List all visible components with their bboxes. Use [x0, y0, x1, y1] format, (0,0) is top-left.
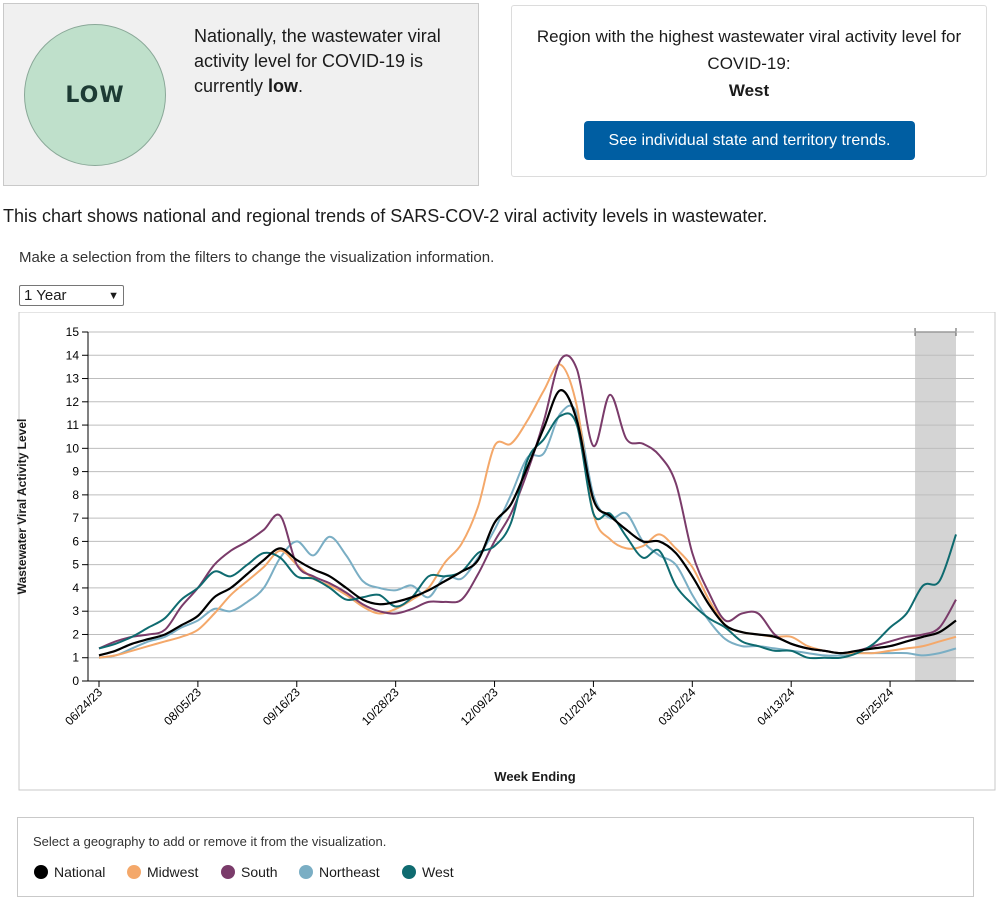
series-line-midwest — [98, 363, 957, 659]
level-badge: LOW — [24, 24, 166, 166]
provisional-band — [915, 332, 956, 681]
national-text-prefix: Nationally, the wastewater viral activit… — [194, 26, 441, 96]
legend-label: South — [241, 864, 278, 880]
x-axis-title: Week Ending — [494, 769, 575, 784]
y-tick-label: 7 — [72, 511, 79, 525]
legend-label: National — [54, 864, 106, 880]
legend-label: Northeast — [319, 864, 380, 880]
legend-items: National Midwest South Northeast West — [34, 864, 472, 880]
chevron-down-icon: ▼ — [108, 289, 119, 302]
legend-item-national[interactable]: National — [34, 864, 127, 880]
y-tick-label: 10 — [66, 441, 80, 455]
x-tick-label: 08/05/23 — [161, 685, 204, 728]
series-line-national — [98, 389, 957, 657]
legend-swatch — [127, 865, 141, 879]
chart-intro: This chart shows national and regional t… — [3, 206, 768, 226]
national-level-value: low — [268, 76, 299, 96]
legend-swatch — [402, 865, 416, 879]
time-range-value: 1 Year — [24, 287, 67, 304]
filter-instructions: Make a selection from the filters to cha… — [19, 249, 495, 266]
y-tick-label: 13 — [66, 372, 80, 386]
x-tick-label: 10/28/23 — [359, 685, 402, 728]
legend-hint: Select a geography to add or remove it f… — [33, 834, 387, 849]
state-trends-button[interactable]: See individual state and territory trend… — [584, 121, 915, 160]
x-tick-label: 01/20/24 — [557, 685, 600, 728]
y-tick-label: 14 — [66, 348, 80, 362]
legend-swatch — [221, 865, 235, 879]
y-tick-label: 12 — [66, 395, 80, 409]
series-line-northeast — [98, 404, 957, 659]
legend-swatch — [299, 865, 313, 879]
y-tick-label: 11 — [67, 418, 80, 432]
legend-label: Midwest — [147, 864, 199, 880]
x-tick-label: 09/16/23 — [260, 685, 303, 728]
legend-item-midwest[interactable]: Midwest — [127, 864, 221, 880]
x-tick-label: 04/13/24 — [754, 685, 797, 728]
y-tick-label: 6 — [72, 534, 79, 548]
national-text-suffix: . — [298, 76, 304, 96]
region-heading: Region with the highest wastewater viral… — [536, 27, 962, 73]
legend-item-south[interactable]: South — [221, 864, 299, 880]
legend-panel: Select a geography to add or remove it f… — [17, 817, 974, 897]
y-tick-label: 2 — [72, 627, 79, 641]
x-tick-label: 03/02/24 — [655, 685, 698, 728]
x-tick-label: 05/25/24 — [853, 685, 896, 728]
legend-swatch — [34, 865, 48, 879]
y-tick-label: 0 — [72, 674, 79, 688]
y-tick-label: 8 — [72, 488, 79, 502]
y-tick-label: 3 — [72, 604, 79, 618]
y-tick-label: 4 — [72, 581, 79, 595]
y-tick-label: 1 — [72, 651, 79, 665]
y-axis-title: Wastewater Viral Activity Level — [15, 419, 29, 595]
chart-frame — [18, 312, 996, 791]
series-line-west — [98, 412, 957, 660]
legend-label: West — [422, 864, 454, 880]
y-tick-label: 5 — [72, 558, 79, 572]
region-name: West — [728, 81, 770, 100]
legend-item-northeast[interactable]: Northeast — [299, 864, 402, 880]
time-range-select[interactable]: 1 Year ▼ — [19, 285, 124, 306]
y-tick-label: 15 — [66, 325, 80, 339]
national-level-card: LOW Nationally, the wastewater viral act… — [3, 3, 479, 186]
highest-region-card: Region with the highest wastewater viral… — [511, 5, 987, 177]
national-level-text: Nationally, the wastewater viral activit… — [194, 24, 464, 99]
level-badge-label: LOW — [65, 82, 125, 108]
x-tick-label: 06/24/23 — [62, 685, 105, 728]
legend-item-west[interactable]: West — [402, 864, 472, 880]
x-tick-label: 12/09/23 — [458, 685, 501, 728]
y-tick-label: 9 — [72, 465, 79, 479]
series-line-south — [98, 354, 957, 655]
